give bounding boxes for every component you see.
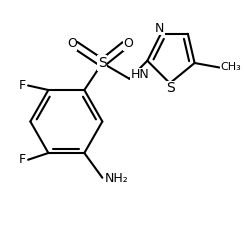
Text: F: F: [19, 79, 26, 92]
Text: F: F: [19, 153, 26, 166]
Text: HN: HN: [131, 68, 149, 81]
Text: S: S: [98, 56, 107, 70]
Text: NH₂: NH₂: [105, 172, 128, 185]
Text: O: O: [67, 37, 77, 50]
Text: S: S: [167, 81, 175, 95]
Text: N: N: [155, 22, 164, 35]
Text: CH₃: CH₃: [221, 63, 241, 72]
Text: O: O: [123, 37, 133, 50]
